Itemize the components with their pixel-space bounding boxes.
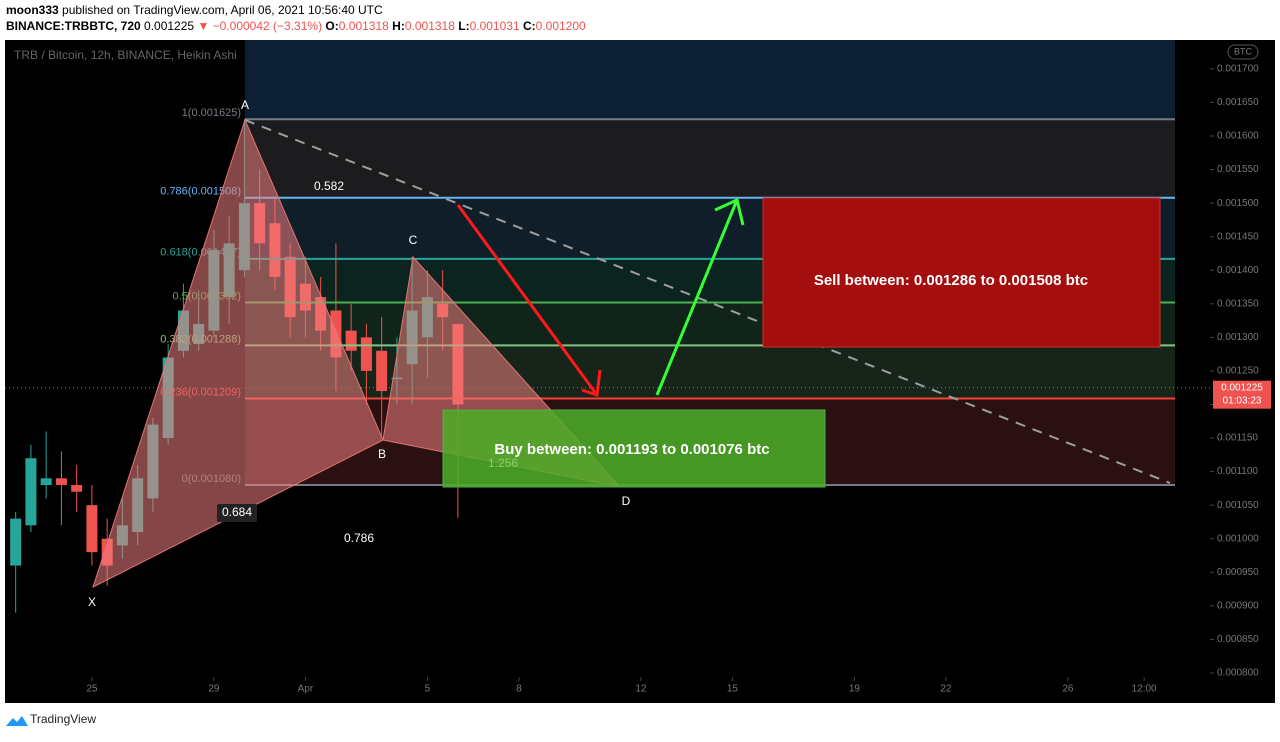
ohlc-value: 0.001318 bbox=[339, 19, 389, 33]
ohlc-value: 0.001200 bbox=[536, 19, 586, 33]
x-tick-label: 15 bbox=[727, 684, 739, 695]
header-line: BINANCE:TRBBTC, 720 0.001225 ▼ −0.000042… bbox=[6, 19, 586, 33]
zone bbox=[245, 119, 1175, 198]
y-tick-label: 0.001250 bbox=[1217, 366, 1259, 377]
y-tick-label: 0.001600 bbox=[1217, 131, 1259, 142]
y-tick-label: 0.001400 bbox=[1217, 265, 1259, 276]
trend-line bbox=[244, 119, 1171, 484]
countdown: 01:03:23 bbox=[1223, 395, 1262, 406]
ratio-label: 0.786 bbox=[344, 531, 374, 545]
currency-box bbox=[1227, 44, 1259, 60]
candle-body bbox=[86, 505, 98, 553]
buy-text: Buy between: 0.001193 to 0.001076 btc bbox=[494, 441, 769, 458]
up-arrow bbox=[655, 197, 745, 396]
y-tick-label: 0.000900 bbox=[1217, 600, 1259, 611]
symbol: BINANCE:TRBBTC, 720 bbox=[6, 19, 141, 33]
sell-box bbox=[762, 197, 1161, 348]
point-label: D bbox=[622, 494, 631, 508]
fib-label: 0.618(0.001417) bbox=[160, 247, 241, 259]
x-tick-label: 5 bbox=[425, 684, 431, 695]
candle-body bbox=[25, 458, 37, 526]
candle-body bbox=[40, 478, 52, 486]
ohlc-key: C: bbox=[523, 19, 536, 33]
y-tick-label: 0.001050 bbox=[1217, 500, 1259, 511]
y-tick-label: 0.001650 bbox=[1217, 97, 1259, 108]
y-tick-label: 0.000850 bbox=[1217, 634, 1259, 645]
price-tag-label: 0.001225 bbox=[1221, 382, 1263, 393]
x-tick-label: 12 bbox=[635, 684, 647, 695]
x-tick-label: 12:00 bbox=[1132, 684, 1157, 695]
y-tick-label: 0.001350 bbox=[1217, 298, 1259, 309]
currency: BTC bbox=[1234, 46, 1253, 56]
y-tick-label: 0.001100 bbox=[1217, 466, 1258, 477]
ohlc-key: L: bbox=[458, 19, 469, 33]
y-tick-label: 0.001150 bbox=[1217, 433, 1258, 444]
y-tick-label: 0.001300 bbox=[1217, 332, 1259, 343]
point-label: A bbox=[241, 98, 249, 112]
x-tick-label: 25 bbox=[86, 684, 98, 695]
point-label: C bbox=[409, 233, 418, 247]
y-tick-label: 0.001000 bbox=[1217, 533, 1259, 544]
y-tick-label: 0.000800 bbox=[1217, 668, 1259, 679]
candle-body bbox=[10, 518, 22, 566]
logo-icon bbox=[6, 716, 28, 726]
candle-body bbox=[55, 478, 67, 486]
point-label: X bbox=[88, 595, 96, 609]
price-tag bbox=[1213, 380, 1271, 409]
ohlc-value: 0.001031 bbox=[470, 19, 520, 33]
y-tick-label: 0.001500 bbox=[1217, 198, 1259, 209]
ratio-label: 0.684 bbox=[222, 505, 252, 519]
zone bbox=[245, 40, 1175, 120]
ratio-box bbox=[217, 504, 257, 522]
footer-logo: TradingView bbox=[6, 712, 96, 726]
change: ▼ −0.000042 (−3.31%) bbox=[197, 19, 322, 33]
x-tick-label: 29 bbox=[208, 684, 220, 695]
x-tick-label: 19 bbox=[849, 684, 861, 695]
ohlc-key: H: bbox=[392, 19, 405, 33]
y-tick-label: 0.001550 bbox=[1217, 164, 1259, 175]
published: published on TradingView.com, April 06, … bbox=[62, 3, 383, 17]
x-tick-label: 22 bbox=[940, 684, 952, 695]
buy-box bbox=[442, 409, 826, 488]
y-tick-label: 0.000950 bbox=[1217, 567, 1259, 578]
ratio-label: 0.582 bbox=[314, 179, 344, 193]
candle-body bbox=[71, 485, 83, 492]
point-label: B bbox=[378, 447, 386, 461]
candle-body bbox=[376, 350, 388, 392]
y-tick-label: 0.001700 bbox=[1217, 64, 1259, 75]
candle-body bbox=[345, 330, 357, 351]
x-tick-label: 26 bbox=[1062, 684, 1074, 695]
fib-label: 1(0.001625) bbox=[182, 107, 241, 119]
x-tick-label: Apr bbox=[298, 684, 314, 695]
header-line: moon333 published on TradingView.com, Ap… bbox=[6, 3, 383, 17]
candle-body bbox=[360, 337, 372, 371]
x-tick-label: 8 bbox=[516, 684, 522, 695]
brand: TradingView bbox=[30, 712, 96, 726]
ratio-label: 1.256 bbox=[488, 456, 518, 470]
y-tick-label: 0.001450 bbox=[1217, 231, 1259, 242]
down-arrow bbox=[456, 204, 602, 398]
ohlc-value: 0.001318 bbox=[405, 19, 455, 33]
sell-text: Sell between: 0.001286 to 0.001508 btc bbox=[814, 272, 1088, 289]
ohlc-key: O: bbox=[325, 19, 338, 33]
last: 0.001225 bbox=[144, 19, 194, 33]
author: moon333 bbox=[6, 3, 59, 17]
chart-title: TRB / Bitcoin, 12h, BINANCE, Heikin Ashi bbox=[14, 48, 237, 62]
